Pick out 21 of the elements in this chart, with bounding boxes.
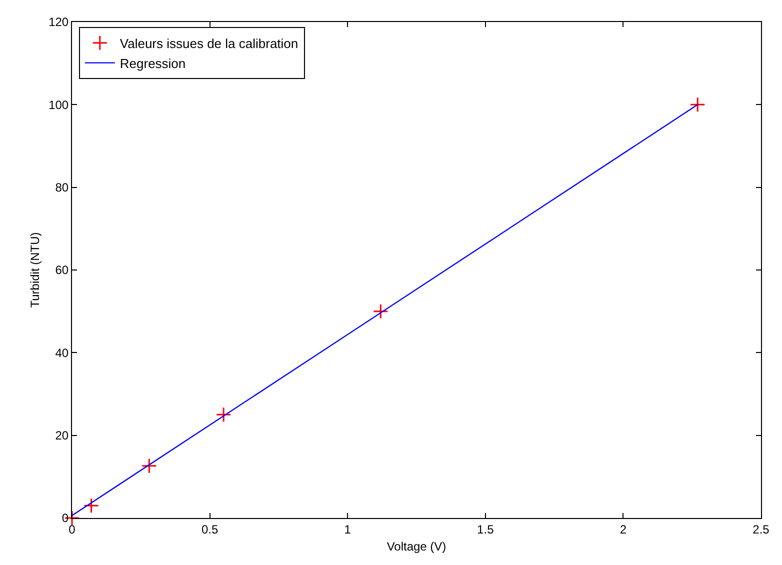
x-tick-label: 1 (344, 522, 352, 536)
y-tick-label: 80 (55, 180, 69, 195)
x-tick-label: 0.5 (201, 522, 218, 536)
y-tick-label: 100 (48, 98, 69, 112)
y-tick-label: 20 (55, 428, 69, 443)
y-axis-title: Turbidit (NTU) (28, 232, 42, 308)
x-tick-label: 1.5 (477, 522, 494, 536)
x-axis-title: Voltage (V) (386, 539, 446, 554)
point (141, 458, 157, 474)
x-tick-label: 2.5 (752, 522, 770, 536)
legend-label: Regression (120, 56, 186, 71)
point (372, 304, 388, 320)
point (690, 96, 706, 112)
point (216, 406, 232, 422)
y-tick-label: 40 (55, 346, 69, 360)
legend-label: Valeurs issues de la calibration (120, 36, 298, 51)
y-tick-label: 0 (62, 511, 69, 526)
y-tick-label: 60 (55, 263, 69, 278)
x-tick-label: 2 (620, 522, 627, 536)
point (84, 498, 100, 514)
y-tick-label: 120 (48, 15, 69, 30)
